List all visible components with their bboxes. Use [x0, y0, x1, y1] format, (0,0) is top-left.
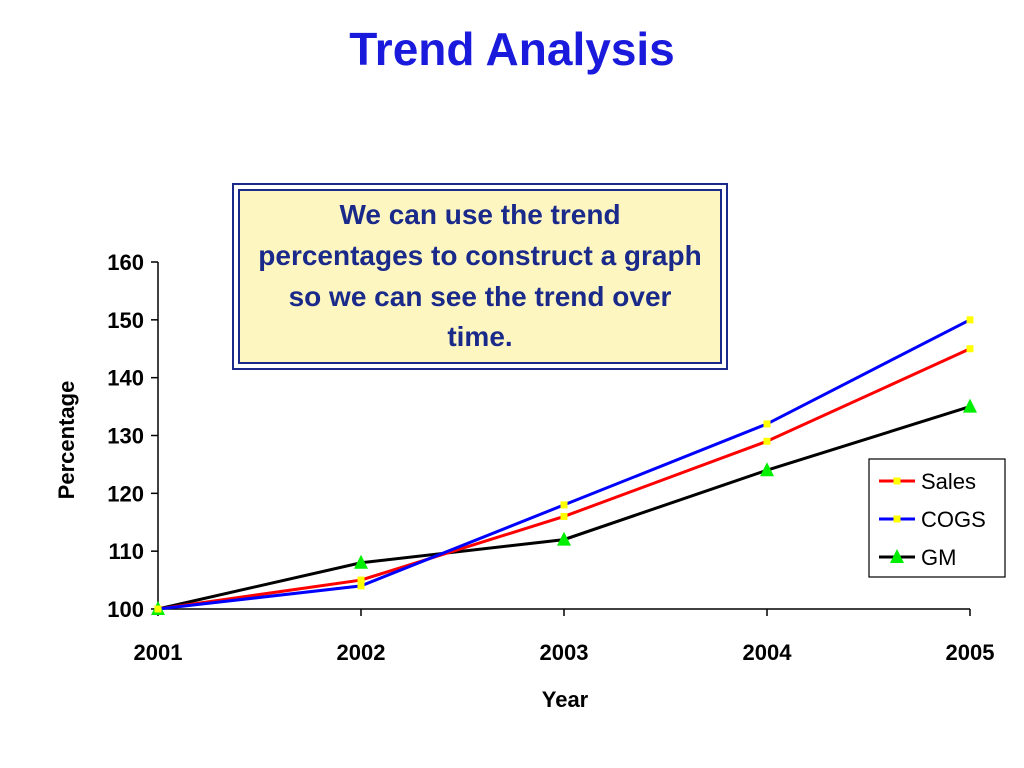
slide-title: Trend Analysis [349, 23, 675, 75]
chart-legend: Sales COGS GM [868, 458, 1006, 578]
callout-inner: We can use the trend percentages to cons… [238, 189, 722, 364]
x-tick-label: 2005 [946, 640, 995, 665]
y-tick-label: 120 [107, 481, 144, 506]
data-point-sales [763, 437, 771, 445]
y-axis-label: Percentage [54, 381, 79, 500]
y-tick-label: 100 [107, 597, 144, 622]
data-point-cogs [154, 605, 162, 613]
callout-box: We can use the trend percentages to cons… [232, 183, 728, 370]
legend-marker [893, 477, 901, 485]
data-point-cogs [966, 316, 974, 324]
series-line-sales [157, 347, 971, 611]
y-tick-label: 130 [107, 424, 144, 449]
data-point-sales [966, 345, 974, 353]
y-tick-label: 110 [109, 539, 145, 564]
callout-text: We can use the trend percentages to cons… [258, 199, 702, 353]
series-sales [157, 347, 971, 611]
legend-label: Sales [921, 469, 976, 494]
chart-axes: 100 110 120 130 140 150 160 2001 2002 2003 2004 200… [107, 250, 994, 665]
x-tick-label: 2004 [743, 640, 793, 665]
data-point-gm [760, 462, 774, 477]
data-point-sales [560, 512, 568, 520]
legend-item-sales: Sales [879, 469, 976, 494]
y-tick-label: 140 [107, 366, 144, 391]
legend-item-cogs: COGS [879, 507, 986, 532]
x-tick-label: 2003 [540, 640, 589, 665]
legend-label: COGS [921, 507, 986, 532]
y-tick-label: 150 [107, 308, 144, 333]
x-tick-label: 2002 [337, 640, 386, 665]
y-tick-label: 160 [107, 250, 144, 275]
chart-series [151, 316, 977, 615]
legend-marker [890, 549, 904, 563]
data-point-cogs [560, 501, 568, 509]
data-point-gm [557, 531, 571, 546]
data-point-gm [354, 554, 368, 569]
legend-label: GM [921, 545, 956, 570]
data-point-sales [357, 576, 365, 584]
data-point-cogs [763, 420, 771, 428]
legend-item-gm: GM [879, 545, 956, 570]
x-tick-label: 2001 [134, 640, 183, 665]
x-axis-label: Year [542, 687, 589, 712]
legend-marker [893, 515, 901, 523]
data-point-gm [963, 398, 977, 413]
data-point-cogs [357, 582, 365, 590]
